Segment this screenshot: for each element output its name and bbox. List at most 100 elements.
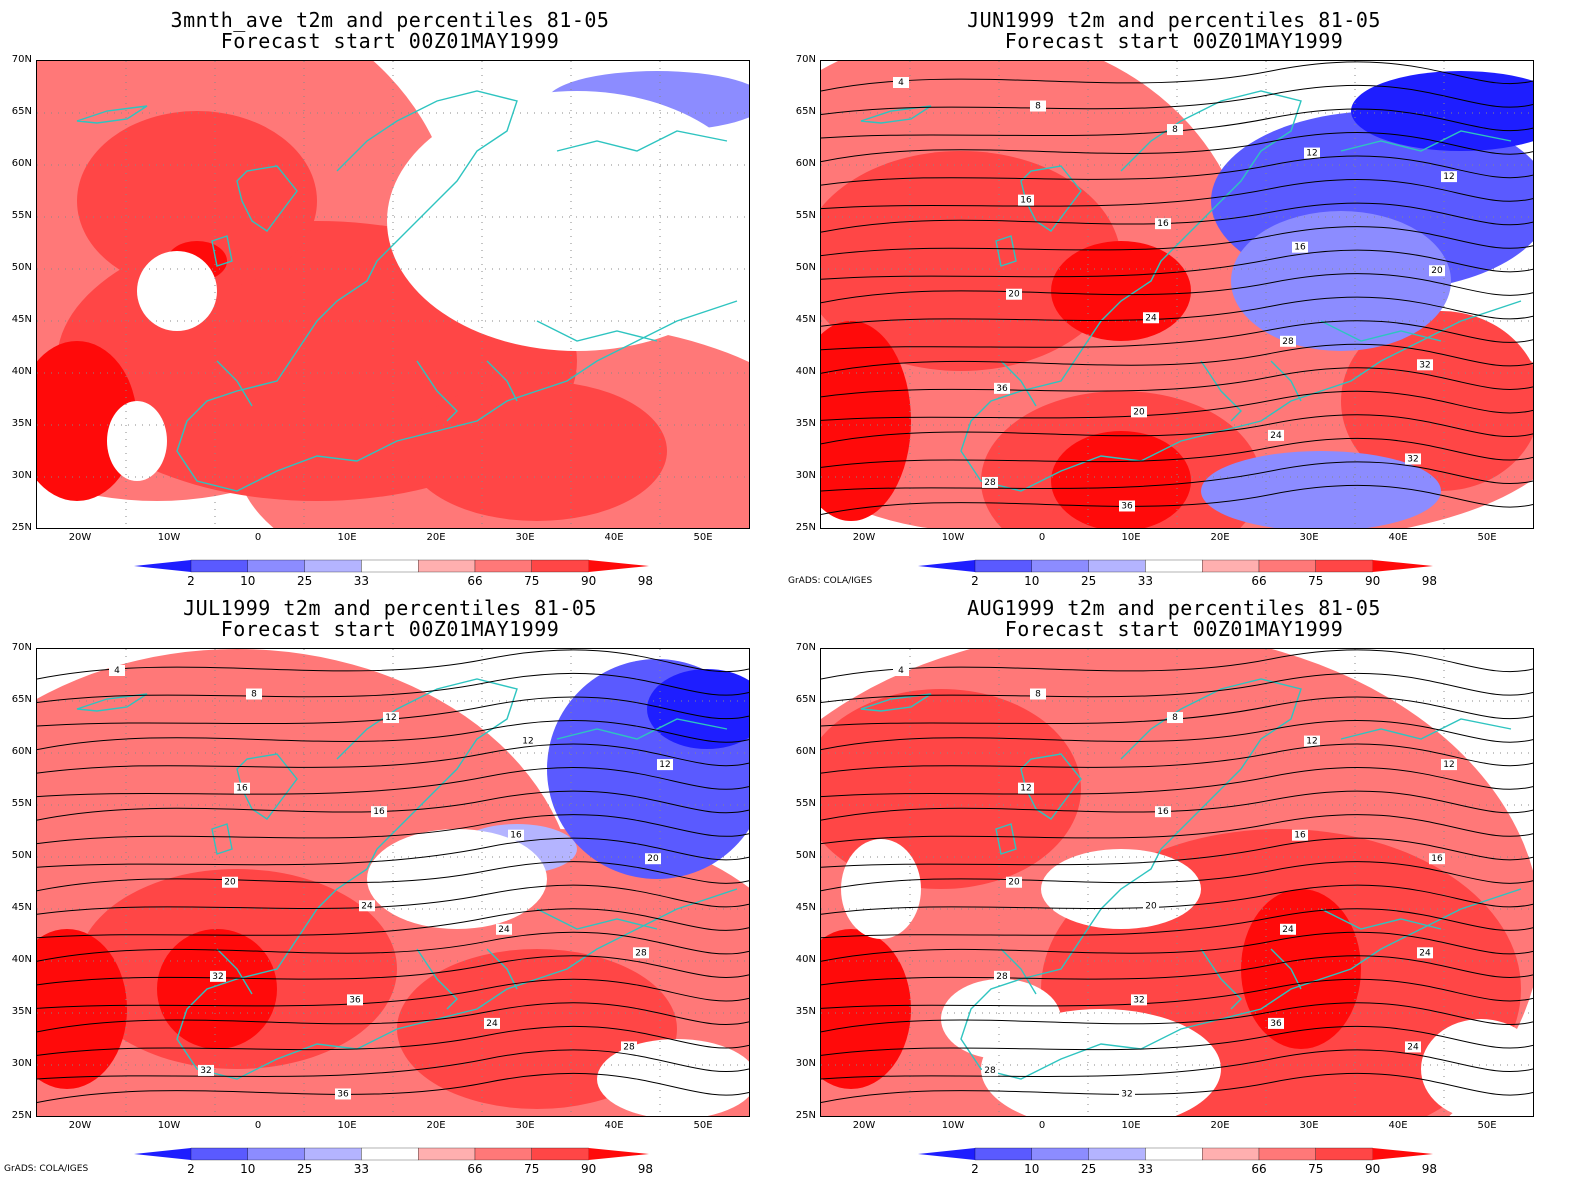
isotherm-contour — [821, 484, 1533, 515]
contour-label: 36 — [1270, 1019, 1282, 1029]
contour-label-bg — [484, 1017, 500, 1029]
colorbar-label: 2 — [971, 574, 979, 588]
percentile-shading — [821, 321, 911, 521]
panel-title-line2: Forecast start 00Z01MAY1999 — [1004, 29, 1344, 53]
latitude-tick-label: 55N — [11, 210, 32, 221]
contour-label-bg — [1119, 500, 1135, 512]
longitude-tick-label: 10E — [337, 532, 357, 543]
isotherm-contour — [821, 320, 1533, 351]
isotherm-contour — [821, 743, 1533, 774]
longitude-tick-label: 10W — [941, 1120, 965, 1131]
contour-label-bg — [198, 1064, 214, 1076]
longitude-tick-label: 40E — [1388, 532, 1408, 543]
contour-label-bg — [222, 876, 238, 888]
longitude-tick-label: 30E — [515, 532, 535, 543]
panel-title-line1: 3mnth_ave t2m and percentiles 81-05 — [170, 8, 610, 32]
percentile-shading — [841, 839, 921, 939]
colorbar-segment — [1031, 559, 1089, 573]
colorbar-segment — [974, 559, 1032, 573]
contour-label-bg — [1018, 782, 1034, 794]
isotherm-contour — [821, 790, 1533, 821]
colorbar-label: 33 — [353, 1162, 370, 1176]
isotherm-contour — [821, 179, 1533, 210]
percentile-shading — [1051, 431, 1191, 528]
percentile-shading — [157, 929, 277, 1049]
colorbar-segment — [1258, 559, 1316, 573]
colorbar-segment — [1202, 559, 1260, 573]
colorbar-segment — [247, 1147, 305, 1161]
contour-label-bg — [1441, 171, 1457, 183]
isotherm-contour — [821, 296, 1533, 327]
contour-label-bg — [1155, 218, 1171, 230]
isotherm-contour — [37, 908, 749, 939]
colorbar-segment — [1258, 1147, 1316, 1161]
contour-label-bg — [246, 688, 262, 700]
colorbar-label: 33 — [1137, 1162, 1154, 1176]
contour-label: 16 — [1431, 854, 1443, 864]
panel-title-line2: Forecast start 00Z01MAY1999 — [1004, 617, 1344, 641]
map-area: 4 8 12 12 12 16 16 16 20 20 24 24 28 32 36 24 28 32 36 — [36, 648, 750, 1117]
colorbar-segment — [1145, 559, 1203, 573]
colorbar-label: 2 — [187, 1162, 195, 1176]
latitude-tick-label: 60N — [795, 158, 816, 169]
contour-label-bg — [1441, 759, 1457, 771]
contour-label: 16 — [1294, 243, 1306, 253]
contour-label-bg — [1280, 923, 1296, 935]
isotherm-contour — [821, 955, 1533, 986]
percentile-shading — [1231, 211, 1451, 351]
contour-label-bg — [1119, 1088, 1135, 1100]
contour-label-bg — [210, 970, 226, 982]
colorbar-segment — [1315, 1147, 1373, 1161]
isotherm-contour — [37, 767, 749, 798]
isotherm-contour — [37, 649, 749, 680]
contour-label-bg — [1030, 100, 1046, 112]
colorbar-segment — [418, 559, 476, 573]
isotherm-contour — [821, 1049, 1533, 1080]
contour-label: 8 — [1172, 125, 1178, 135]
colorbar-label: 66 — [1251, 1162, 1267, 1176]
isotherm-contour — [821, 84, 1533, 116]
colorbar-label: 66 — [467, 574, 483, 588]
longitude-tick-label: 10E — [1121, 1120, 1141, 1131]
longitude-tick-label: 20W — [68, 1120, 92, 1131]
latitude-tick-label: 65N — [795, 106, 816, 117]
contour-label: 8 — [1035, 102, 1041, 112]
colorbar-label: 66 — [1251, 574, 1267, 588]
contour-label-bg — [1167, 124, 1183, 136]
isotherm-contour — [821, 131, 1533, 163]
contour-label: 12 — [1443, 760, 1454, 770]
grads-credit: GrADS: COLA/IGES — [788, 576, 873, 586]
contour-label-bg — [633, 947, 649, 959]
contour-label-bg — [1018, 194, 1034, 206]
contour-label-bg — [893, 77, 909, 88]
map-area — [36, 60, 750, 529]
latitude-tick-label: 40N — [11, 366, 32, 377]
contour-label-bg — [1131, 994, 1147, 1006]
contour-label: 32 — [1121, 1089, 1132, 1099]
longitude-tick-label: 30E — [1299, 1120, 1319, 1131]
colorbar-label: 25 — [296, 574, 313, 588]
percentile-shading — [981, 1009, 1221, 1116]
isotherm-contour — [37, 978, 749, 1009]
colorbar-label: 98 — [1421, 1162, 1438, 1176]
colorbar-segment — [361, 559, 419, 573]
contour-label: 32 — [200, 1066, 211, 1076]
contour-label: 28 — [984, 478, 996, 488]
isotherm-contour — [37, 790, 749, 821]
contour-label-bg — [359, 900, 375, 912]
colorbar-segment — [361, 1147, 419, 1161]
colorbar-segment — [1202, 1147, 1260, 1161]
isotherm-contour — [821, 226, 1533, 257]
latitude-tick-label: 50N — [11, 262, 32, 273]
colorbar-arrow-left — [134, 1148, 191, 1160]
contour-label: 12 — [522, 737, 533, 747]
percentile-shading — [107, 401, 167, 481]
colorbar-arrow-right — [588, 1148, 649, 1160]
latitude-tick-label: 50N — [11, 850, 32, 861]
longitude-tick-label: 50E — [1477, 1120, 1497, 1131]
colorbar-label: 75 — [1308, 574, 1324, 588]
colorbar-segment — [1315, 559, 1373, 573]
longitude-tick-label: 40E — [604, 532, 624, 543]
latitude-tick-label: 40N — [795, 954, 816, 965]
contour-label: 16 — [1020, 196, 1032, 206]
